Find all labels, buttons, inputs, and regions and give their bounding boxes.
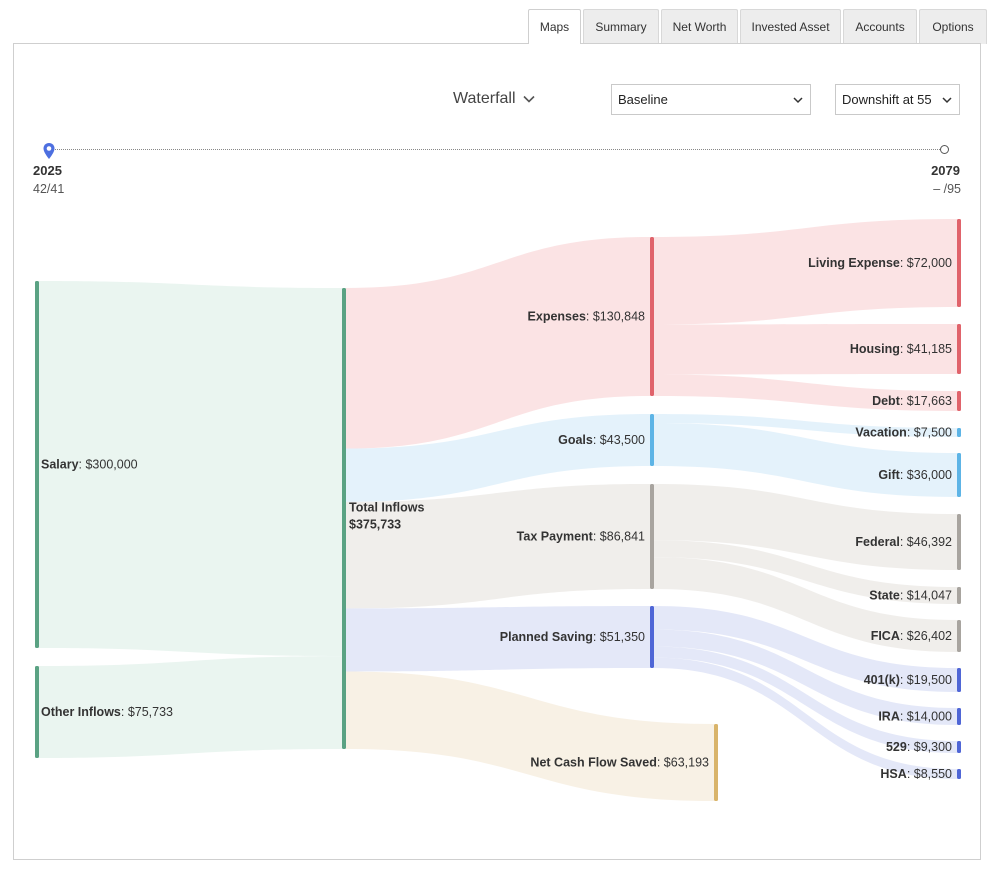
tab-invested-asset[interactable]: Invested Asset — [740, 9, 841, 44]
timeline-end-year: 2079 — [931, 163, 960, 178]
view-type-label: Waterfall — [453, 90, 516, 107]
plan-value: Downshift at 55 — [842, 92, 932, 107]
plan-select[interactable]: Downshift at 55 — [835, 84, 960, 115]
maps-panel — [13, 43, 981, 860]
tab-options[interactable]: Options — [919, 9, 987, 44]
map-pin-icon[interactable] — [42, 142, 56, 160]
tab-summary[interactable]: Summary — [583, 9, 659, 44]
timeline-start-ages: 42/41 — [33, 182, 65, 196]
scenario-select[interactable]: Baseline — [611, 84, 811, 115]
tab-maps[interactable]: Maps — [528, 9, 581, 44]
chevron-down-icon — [942, 97, 952, 104]
timeline-track[interactable] — [50, 149, 940, 150]
tab-accounts[interactable]: Accounts — [843, 9, 917, 44]
timeline-end-ages: – /95 — [933, 182, 961, 196]
timeline-end-marker[interactable] — [940, 145, 949, 154]
chevron-down-icon — [793, 97, 803, 104]
tab-bar: Maps Summary Net Worth Invested Asset Ac… — [528, 9, 987, 44]
tab-net-worth[interactable]: Net Worth — [661, 9, 738, 44]
view-type-select[interactable]: Waterfall — [453, 90, 536, 108]
scenario-value: Baseline — [618, 92, 668, 107]
chevron-down-icon — [522, 95, 535, 103]
timeline-start-year: 2025 — [33, 163, 62, 178]
